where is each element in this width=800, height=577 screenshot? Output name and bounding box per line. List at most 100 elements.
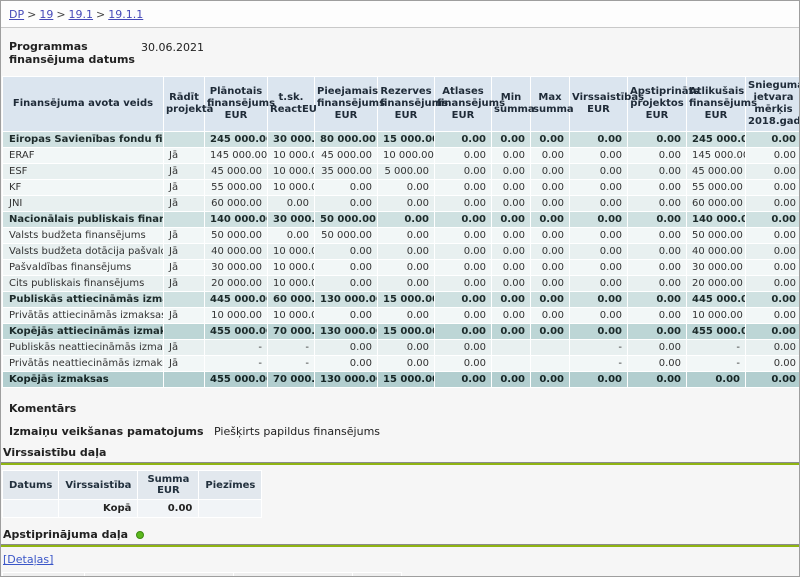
value-cell-0: 50 000.00 [205, 228, 267, 243]
value-cell-1: 70 000.00 [268, 372, 314, 387]
approval-person-name: _Microlink Administrators [84, 573, 233, 576]
value-cell-1: 10 000.00 [268, 180, 314, 195]
value-cell-0: 60 000.00 [205, 196, 267, 211]
value-cell-4: 0.00 [435, 148, 491, 163]
value-cell-4: 0.00 [435, 180, 491, 195]
value-cell-0: 55 000.00 [205, 180, 267, 195]
column-header-12: Snieguma ietvara mērķis 2018.gadā [746, 77, 799, 131]
value-cell-5: 0.00 [492, 212, 530, 227]
virssaistibas-header-row: Datums Virssaistība Summa EUR Piezīmes [3, 471, 262, 499]
show-in-project-cell [164, 212, 204, 227]
row-label: ESF [3, 164, 163, 179]
value-cell-3: 15 000.00 [378, 132, 434, 147]
value-cell-3: 0.00 [378, 340, 434, 355]
value-cell-8: 0.00 [628, 244, 686, 259]
show-in-project-cell [164, 292, 204, 307]
value-cell-10: 0.00 [746, 340, 799, 355]
row-label: Publiskās attiecināmās izmaksas [3, 292, 163, 307]
value-cell-1: 30 000.00 [268, 212, 314, 227]
value-cell-10: 0.00 [746, 228, 799, 243]
approval-section-title: Apstiprinājuma daļa [1, 524, 799, 544]
value-cell-8: 0.00 [628, 212, 686, 227]
value-cell-9: 50 000.00 [687, 228, 745, 243]
row-label: Kopējās attiecināmās izmaksas [3, 324, 163, 339]
value-cell-5: 0.00 [492, 180, 530, 195]
column-header-9: Virssaistības EUR [570, 77, 644, 131]
value-cell-6: 0.00 [531, 212, 569, 227]
value-cell-7: 0.00 [570, 260, 627, 275]
status-green-icon [136, 530, 145, 539]
value-cell-0: - [205, 340, 267, 355]
breadcrumb-link-19[interactable]: 19 [39, 8, 54, 21]
value-cell-8: 0.00 [628, 372, 686, 387]
value-cell-1: 10 000.00 [268, 260, 314, 275]
value-cell-2: 0.00 [315, 276, 377, 291]
value-cell-2: 0.00 [315, 308, 377, 323]
column-header-8: Max summa [531, 77, 574, 131]
value-cell-4: 0.00 [435, 308, 491, 323]
value-cell-2: 0.00 [315, 356, 377, 371]
value-cell-10: 0.00 [746, 148, 799, 163]
column-header-5: Rezerves finansējums EUR [378, 77, 448, 131]
section-divider [1, 462, 799, 465]
value-cell-7: - [570, 356, 627, 371]
value-cell-0: 455 000.00 [205, 372, 267, 387]
value-cell-4: 0.00 [435, 132, 491, 147]
value-cell-6: 0.00 [531, 308, 569, 323]
column-header-6: Atlases finansējums EUR [435, 77, 505, 131]
value-cell-6: 0.00 [531, 260, 569, 275]
value-cell-5: 0.00 [492, 308, 530, 323]
value-cell-6: 0.00 [531, 180, 569, 195]
finance-table-body: Eiropas Savienības fondu finansējums 245 … [3, 132, 799, 387]
approval-role-label: Ievadīja [3, 573, 84, 576]
show-in-project-cell: Jā [164, 228, 204, 243]
details-link[interactable]: [Detaļas] [3, 553, 54, 566]
breadcrumb-link-DP[interactable]: DP [9, 8, 25, 21]
row-label: Privātās attiecināmās izmaksas [3, 308, 163, 323]
value-cell-5: 0.00 [492, 260, 530, 275]
value-cell-4: 0.00 [435, 260, 491, 275]
value-cell-0: 45 000.00 [205, 164, 267, 179]
value-cell-1: 10 000.00 [268, 276, 314, 291]
value-cell-9: 20 000.00 [687, 276, 745, 291]
value-cell-10: 0.00 [746, 244, 799, 259]
value-cell-8: 0.00 [628, 356, 686, 371]
value-cell-9: 0.00 [687, 372, 745, 387]
value-cell-9: 140 000.00 [687, 212, 745, 227]
show-in-project-cell: Jā [164, 244, 204, 259]
value-cell-2: 0.00 [315, 180, 377, 195]
show-in-project-cell: Jā [164, 196, 204, 211]
value-cell-6: 0.00 [531, 324, 569, 339]
change-reason-label: Izmaiņu veikšanas pamatojums [9, 425, 204, 438]
value-cell-4: 0.00 [435, 372, 491, 387]
value-cell-2: 80 000.00 [315, 132, 377, 147]
value-cell-3: 0.00 [378, 180, 434, 195]
virssaistibas-total-label: Kopā [59, 500, 138, 517]
breadcrumb-separator: > [96, 8, 106, 21]
column-header-7: Min summa [492, 77, 535, 131]
value-cell-5: 0.00 [492, 276, 530, 291]
value-cell-7: 0.00 [570, 196, 627, 211]
value-cell-7: 0.00 [570, 228, 627, 243]
value-cell-1: - [268, 356, 314, 371]
virssaistibas-total-value: 0.00 [138, 500, 199, 517]
value-cell-1: 60 000.00 [268, 292, 314, 307]
row-label: Privātās neattiecināmās izmaksas [3, 356, 163, 371]
approval-title-text: Apstiprinājuma daļa [3, 528, 129, 541]
value-cell-8: 0.00 [628, 260, 686, 275]
value-cell-6 [531, 356, 569, 371]
approval-row: Ievadīja_Microlink Administrators01.07.2… [3, 573, 401, 576]
virssaistibas-piezimes-cell [199, 500, 262, 517]
value-cell-7: - [570, 340, 627, 355]
value-cell-5 [492, 356, 530, 371]
breadcrumb-link-19.1.1[interactable]: 19.1.1 [108, 8, 144, 21]
value-cell-9: 445 000.00 [687, 292, 745, 307]
value-cell-10: 0.00 [746, 196, 799, 211]
virssaistibas-col-1: Virssaistība [59, 471, 138, 499]
breadcrumb-link-19.1[interactable]: 19.1 [68, 8, 94, 21]
row-label: Valsts budžeta finansējums [3, 228, 163, 243]
